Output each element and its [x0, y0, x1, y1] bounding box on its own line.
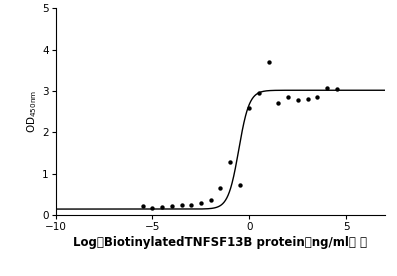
Point: [266, 60, 272, 64]
Point: [324, 86, 330, 90]
Point: [227, 160, 233, 164]
Point: [159, 205, 166, 209]
Y-axis label: OD$_{450\mathregular{nm}}$: OD$_{450\mathregular{nm}}$: [25, 90, 39, 133]
Point: [237, 183, 243, 188]
Point: [217, 186, 224, 190]
Point: [149, 206, 156, 210]
Point: [178, 203, 185, 208]
Point: [333, 87, 340, 91]
Point: [169, 204, 175, 208]
Point: [198, 201, 204, 205]
Point: [188, 202, 195, 207]
Point: [246, 105, 252, 110]
Point: [256, 91, 262, 95]
Point: [140, 204, 146, 208]
X-axis label: Log（BiotinylatedTNFSF13B protein（ng/ml） ）: Log（BiotinylatedTNFSF13B protein（ng/ml） …: [73, 236, 367, 250]
Point: [208, 197, 214, 202]
Point: [285, 95, 291, 100]
Point: [314, 95, 320, 100]
Point: [275, 100, 281, 105]
Point: [304, 97, 311, 102]
Point: [295, 98, 301, 102]
